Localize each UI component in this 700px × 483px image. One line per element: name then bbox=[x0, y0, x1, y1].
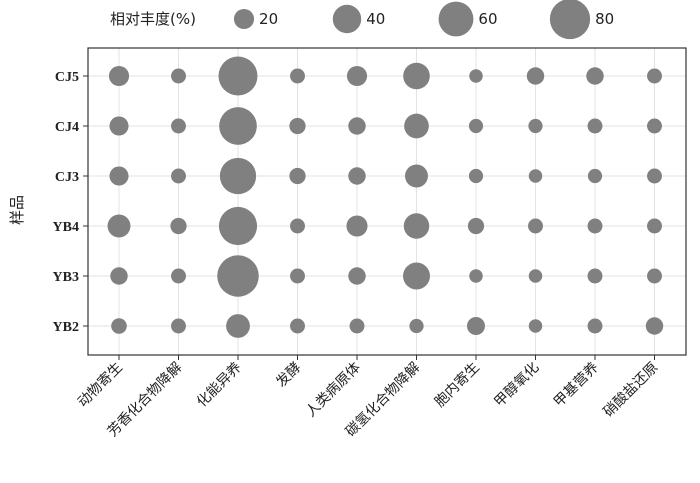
bubble-point bbox=[528, 319, 543, 333]
x-tick-label: 甲醇氧化 bbox=[491, 359, 543, 411]
bubble-point bbox=[647, 68, 662, 84]
y-tick-label: YB2 bbox=[53, 320, 79, 335]
bubble-point bbox=[219, 107, 257, 145]
bubble-point bbox=[171, 168, 186, 184]
bubble-point bbox=[469, 269, 483, 283]
bubble-point bbox=[526, 67, 545, 85]
bubble-point bbox=[645, 317, 664, 335]
bubble-point bbox=[170, 217, 187, 235]
bubble-point bbox=[219, 157, 257, 195]
legend-bubble bbox=[549, 0, 591, 40]
grid bbox=[88, 48, 686, 355]
bubble-point bbox=[289, 167, 306, 185]
bubble-point bbox=[403, 262, 430, 290]
bubble-point bbox=[171, 268, 186, 284]
data-points bbox=[107, 56, 664, 338]
bubble-point bbox=[111, 318, 127, 334]
bubble-point bbox=[469, 69, 483, 83]
bubble-point bbox=[404, 113, 429, 139]
bubble-point bbox=[467, 317, 485, 335]
bubble-point bbox=[468, 168, 484, 184]
bubble-point bbox=[587, 118, 603, 134]
bubble-point bbox=[647, 118, 662, 134]
bubble-point bbox=[468, 118, 484, 134]
legend-label: 80 bbox=[595, 10, 614, 28]
legend: 相对丰度(%) 20 40 60 80 bbox=[110, 0, 614, 40]
bubble-point bbox=[528, 218, 543, 234]
bubble-point bbox=[647, 168, 662, 184]
x-tick-label: 胞内寄生 bbox=[431, 359, 483, 411]
bubble-point bbox=[405, 164, 428, 188]
bubble-point bbox=[647, 268, 662, 284]
bubble-point bbox=[587, 168, 603, 184]
bubble-point bbox=[290, 68, 305, 84]
bubble-point bbox=[348, 267, 366, 285]
bubble-point bbox=[109, 116, 129, 136]
x-tick-label: 硝酸盐还原 bbox=[601, 360, 662, 421]
bubble-point bbox=[171, 68, 186, 84]
y-tick-label: YB4 bbox=[53, 220, 79, 235]
bubble-point bbox=[290, 218, 305, 234]
bubble-point bbox=[108, 65, 130, 87]
x-tick-label: 动物寄生 bbox=[74, 359, 126, 411]
bubble-point bbox=[409, 318, 424, 334]
bubble-point bbox=[528, 269, 543, 283]
bubble-point bbox=[110, 267, 128, 285]
legend-title: 相对丰度(%) bbox=[110, 10, 196, 28]
bubble-point bbox=[217, 255, 259, 297]
bubble-point bbox=[346, 215, 368, 237]
bubble-point bbox=[528, 118, 543, 134]
y-axis-title: 样品 bbox=[8, 195, 26, 225]
legend-label: 40 bbox=[366, 10, 385, 28]
legend-label: 60 bbox=[478, 10, 497, 28]
x-tick-label: 甲基营养 bbox=[550, 359, 602, 411]
y-tick-label: YB3 bbox=[53, 270, 79, 285]
bubble-point bbox=[403, 213, 430, 239]
bubble-point bbox=[587, 318, 603, 334]
bubble-point bbox=[587, 218, 603, 234]
plot-area-frame bbox=[87, 47, 687, 356]
bubble-point bbox=[109, 166, 129, 186]
x-tick-label: 人类病原体 bbox=[303, 360, 364, 421]
legend-bubble bbox=[233, 8, 255, 30]
y-tick-label: CJ4 bbox=[55, 120, 79, 135]
y-axis-ticks: CJ5 CJ4 CJ3 YB4 YB3 YB2 bbox=[53, 70, 88, 335]
bubble-point bbox=[528, 169, 543, 183]
legend-bubble bbox=[438, 1, 474, 37]
bubble-point bbox=[290, 318, 305, 334]
legend-bubble bbox=[332, 4, 362, 34]
bubble-point bbox=[171, 118, 186, 134]
legend-label: 20 bbox=[259, 10, 278, 28]
y-tick-label: CJ3 bbox=[55, 170, 79, 185]
bubble-point bbox=[586, 67, 604, 85]
bubble-point bbox=[647, 218, 662, 234]
bubble-point bbox=[171, 318, 186, 334]
y-tick-label: CJ5 bbox=[55, 70, 79, 85]
x-tick-label: 发酵 bbox=[273, 360, 304, 391]
bubble-point bbox=[348, 167, 366, 185]
bubble-point bbox=[218, 206, 258, 246]
bubble-point bbox=[289, 117, 306, 135]
bubble-point bbox=[346, 65, 368, 87]
bubble-point bbox=[290, 268, 305, 284]
bubble-point bbox=[467, 217, 485, 235]
bubble-point bbox=[226, 314, 250, 338]
bubble-point bbox=[349, 318, 365, 334]
bubble-point bbox=[403, 62, 430, 90]
bubble-point bbox=[218, 56, 258, 96]
x-tick-label: 化能异养 bbox=[194, 360, 245, 411]
bubble-point bbox=[587, 268, 603, 284]
bubble-point bbox=[348, 117, 366, 135]
bubble-point bbox=[107, 214, 131, 238]
